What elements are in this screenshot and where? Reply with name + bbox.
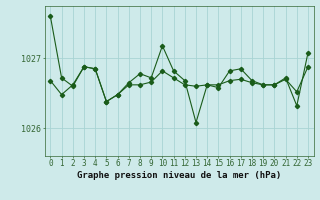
X-axis label: Graphe pression niveau de la mer (hPa): Graphe pression niveau de la mer (hPa) bbox=[77, 171, 281, 180]
